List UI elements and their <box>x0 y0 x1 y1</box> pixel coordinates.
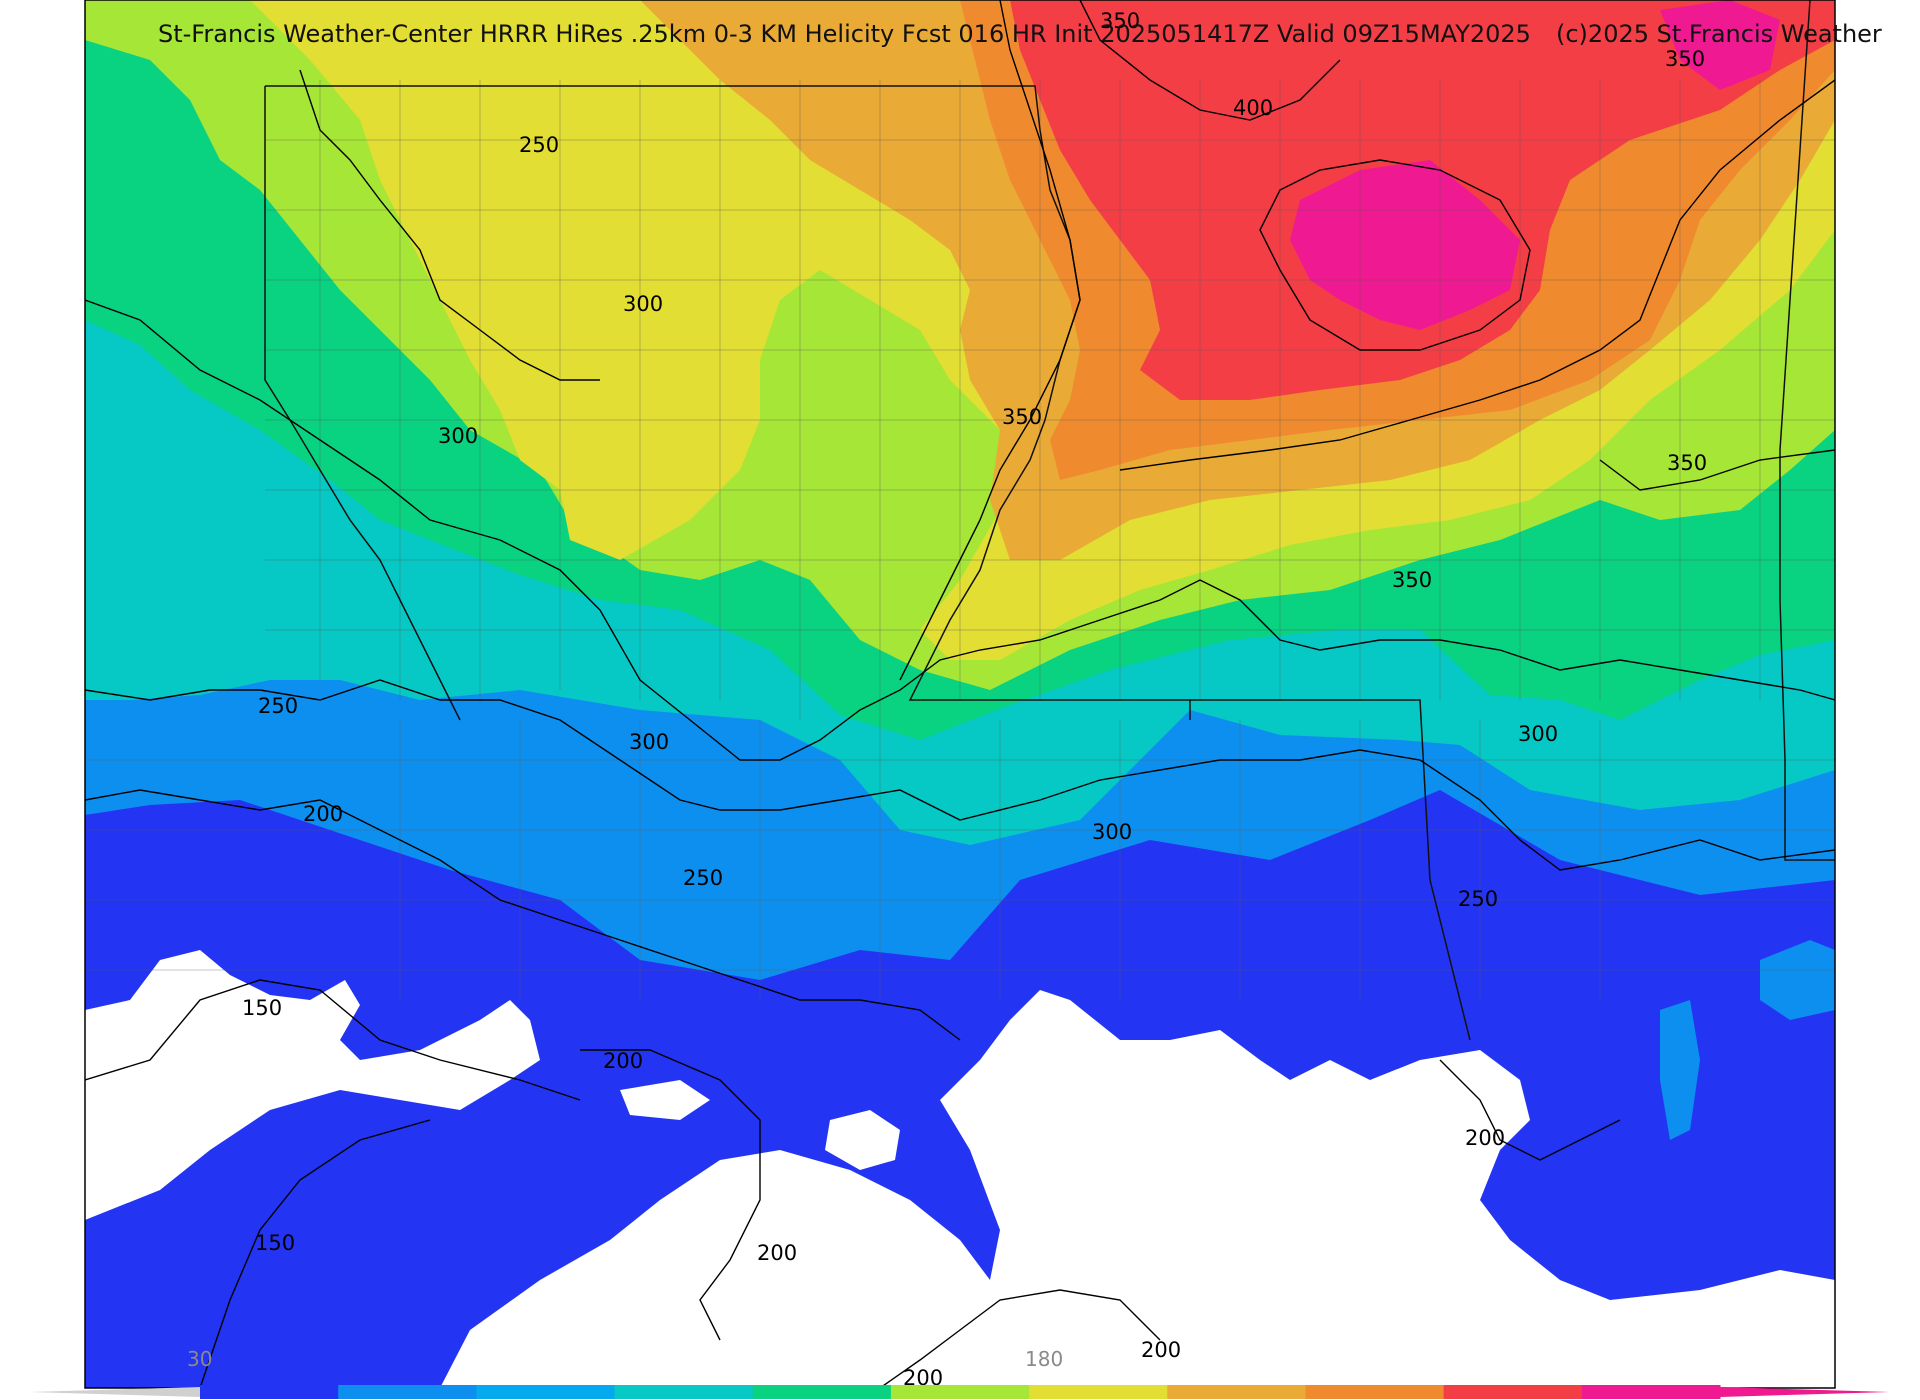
colorbar-tick-label: 30 <box>187 1347 212 1371</box>
county-grid <box>85 80 1835 1000</box>
band-lt150-west <box>85 950 540 1220</box>
colorbar-right-arrow <box>1720 1387 1890 1397</box>
contour-label: 200 <box>303 802 343 826</box>
map-copyright: (c)2025 St.Francis Weather <box>1556 20 1882 48</box>
contour-label: 350 <box>1667 451 1707 475</box>
colorbar-swatch <box>1581 1385 1721 1399</box>
county-lines-vertical <box>319 80 1761 1000</box>
contour-350 <box>899 0 1835 681</box>
colorbar-swatch <box>1443 1385 1583 1399</box>
contour-200 <box>85 789 1621 1388</box>
contour-label: 300 <box>438 424 478 448</box>
contour-label: 300 <box>1092 820 1132 844</box>
contour-label: 400 <box>1233 96 1273 120</box>
mississippi-border <box>1779 0 1835 861</box>
band-600-plus <box>1290 0 1780 330</box>
contour-label: 250 <box>519 133 559 157</box>
contour-label: 300 <box>1518 722 1558 746</box>
oklahoma-arkansas-border <box>265 85 1191 720</box>
contour-label: 350 <box>1002 405 1042 429</box>
colorbar-swatch <box>1029 1385 1168 1399</box>
contour-400 <box>1079 0 1531 351</box>
contour-label: 250 <box>683 866 723 890</box>
colorbar-left-arrow <box>30 1387 200 1397</box>
colorbar-swatches <box>200 1385 1721 1399</box>
band-lt150-pocket <box>620 1080 900 1170</box>
colorbar-swatch <box>752 1385 892 1399</box>
county-lines-horizontal <box>85 139 1835 971</box>
contour-label: 350 <box>1100 9 1140 33</box>
contour-label: 200 <box>1465 1126 1505 1150</box>
colorbar-swatch <box>200 1385 339 1399</box>
contour-150 <box>85 979 581 1388</box>
contour-label: 200 <box>603 1049 643 1073</box>
contour-label: 150 <box>255 1231 295 1255</box>
helicity-field <box>85 0 1835 1388</box>
colorbar-tick-label: 180 <box>1025 1347 1063 1371</box>
colorbar-swatch <box>1305 1385 1445 1399</box>
contour-300 <box>85 69 1835 761</box>
colorbar: 30 180 <box>30 1347 1890 1399</box>
contour-label: 350 <box>1665 47 1705 71</box>
contour-label: 300 <box>629 730 669 754</box>
contour-label: 250 <box>258 694 298 718</box>
band-200-250-patch <box>1660 940 1835 1140</box>
colorbar-swatch <box>614 1385 754 1399</box>
contour-label-layer: 350 350 400 250 300 300 350 350 350 250 … <box>242 9 1707 1390</box>
contour-label: 300 <box>623 292 663 316</box>
band-lt150-gulf <box>440 990 1835 1388</box>
contour-label: 250 <box>1458 887 1498 911</box>
colorbar-swatch <box>890 1385 1030 1399</box>
contour-label: 150 <box>242 996 282 1020</box>
colorbar-swatch <box>1167 1385 1306 1399</box>
map-title: St-Francis Weather-Center HRRR HiRes .25… <box>158 20 1531 48</box>
contour-label: 350 <box>1392 568 1432 592</box>
contour-250 <box>85 679 1835 871</box>
contour-label: 200 <box>757 1241 797 1265</box>
louisiana-north-border <box>1190 699 1471 1041</box>
colorbar-swatch <box>476 1385 616 1399</box>
helicity-contours <box>85 0 1835 1388</box>
texas-oklahoma-border <box>264 86 461 721</box>
contour-label: 200 <box>1141 1338 1181 1362</box>
state-borders <box>264 0 1835 1041</box>
colorbar-swatch <box>338 1385 477 1399</box>
